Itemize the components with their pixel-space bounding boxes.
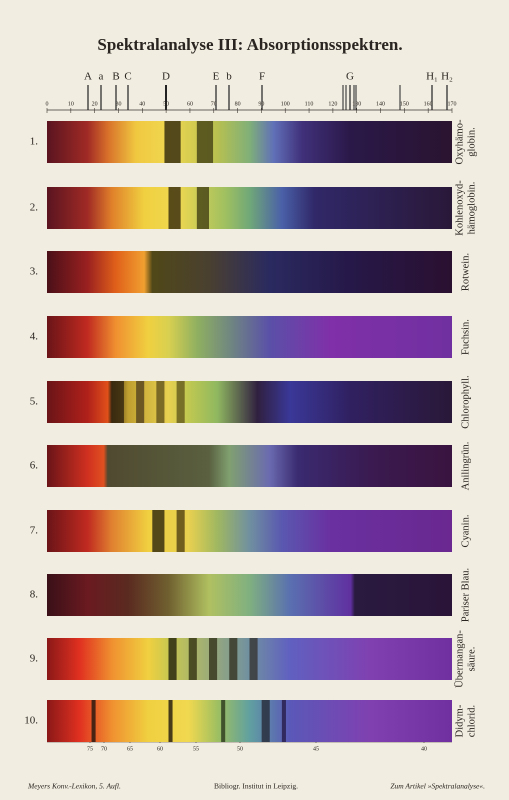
scale-label: 40: [421, 746, 427, 752]
footer-right: Zum Artikel »Spektralanalyse«.: [390, 782, 485, 791]
spectrum: [47, 381, 452, 423]
spectrum-number: 5.: [30, 396, 39, 408]
scale-label: 140: [376, 101, 385, 107]
spectrum: [47, 187, 452, 229]
spectrum-number: 10.: [24, 715, 38, 727]
absorption-band: [164, 121, 181, 163]
spectrum-name: hämoglobin.: [466, 182, 477, 235]
spectrum-name: Kohlenoxyd-: [454, 180, 465, 236]
absorption-band: [156, 381, 165, 423]
scale-label: 0: [46, 101, 49, 107]
spectrum-number: 9.: [30, 653, 39, 665]
fraunhofer-label: H₂: [441, 71, 453, 83]
absorption-band: [196, 187, 209, 229]
fraunhofer-label: H₁: [426, 71, 438, 83]
spectrum-name: Übermangan-: [453, 630, 465, 688]
scale-label: 10: [68, 101, 74, 107]
absorption-band: [168, 638, 177, 680]
spectrum-number: 4.: [30, 331, 39, 343]
fraunhofer-label: F: [259, 71, 265, 83]
spectrum-name: chlorid.: [466, 705, 477, 737]
absorption-band: [229, 638, 238, 680]
spectrum-number: 1.: [30, 136, 39, 148]
scale-label: 60: [157, 746, 163, 752]
spectrum: [47, 510, 452, 552]
scale-label: 160: [424, 101, 433, 107]
absorption-band: [261, 700, 270, 742]
fraunhofer-label: A: [84, 71, 92, 83]
scale-label: 130: [352, 101, 361, 107]
absorption-band: [168, 700, 173, 742]
scale-label: 60: [187, 101, 193, 107]
spectrum: [47, 700, 452, 742]
spectrum: [47, 574, 452, 616]
scale-label: 65: [127, 746, 133, 752]
fraunhofer-label: B: [112, 71, 119, 83]
fraunhofer-label: D: [162, 71, 170, 83]
scale-label: 70: [101, 746, 107, 752]
scale-label: 150: [400, 101, 409, 107]
absorption-band: [168, 187, 181, 229]
scale-label: 75: [87, 746, 93, 752]
scale-label: 45: [313, 746, 319, 752]
spectrum: [47, 121, 452, 163]
scale-label: 120: [328, 101, 337, 107]
fraunhofer-label: E: [213, 71, 220, 83]
scale-label: 170: [448, 101, 457, 107]
spectrum-number: 2.: [30, 202, 39, 214]
spectrum-name: Chlorophyll.: [460, 375, 471, 428]
spectrum: [47, 251, 452, 293]
scale-label: 55: [193, 746, 199, 752]
scale-label: 30: [115, 101, 121, 107]
absorption-band: [281, 700, 286, 742]
absorption-band: [91, 700, 96, 742]
scale-label: 50: [237, 746, 243, 752]
spectrum-name: Fuchsin.: [460, 319, 471, 355]
absorption-band: [221, 700, 226, 742]
spectrum-number: 6.: [30, 460, 39, 472]
spectrum-name: Didym-: [454, 704, 465, 737]
spectrum-name: globin.: [466, 127, 477, 156]
spectrum-name: Anilingrün.: [460, 442, 471, 491]
absorption-band: [111, 381, 124, 423]
spectrum-number: 8.: [30, 589, 39, 601]
scale-label: 20: [92, 101, 98, 107]
absorption-band: [152, 510, 165, 552]
spectrum-name: Cyanin.: [460, 515, 471, 548]
absorption-band: [176, 381, 185, 423]
fraunhofer-label: G: [346, 71, 354, 83]
spectrum-number: 7.: [30, 525, 39, 537]
absorption-band: [209, 638, 218, 680]
spectrum-name: Rotwein.: [460, 253, 471, 291]
scale-label: 100: [281, 101, 290, 107]
fraunhofer-label: a: [99, 71, 104, 83]
scale-label: 70: [211, 101, 217, 107]
scale-label: 90: [258, 101, 264, 107]
absorption-band: [249, 638, 258, 680]
fraunhofer-label: C: [124, 71, 131, 83]
absorption-band: [136, 381, 145, 423]
spectrum-number: 3.: [30, 266, 39, 278]
title: Spektralanalyse III: Absorptionsspektren…: [97, 35, 402, 54]
absorption-band: [196, 121, 214, 163]
scale-label: 50: [163, 101, 169, 107]
scale-label: 40: [139, 101, 145, 107]
scale-label: 80: [235, 101, 241, 107]
absorption-band: [188, 638, 197, 680]
fraunhofer-label: b: [226, 71, 232, 83]
footer-center: Bibliogr. Institut in Leipzig.: [214, 782, 298, 791]
spectrum: [47, 445, 452, 487]
absorption-band: [176, 510, 185, 552]
footer-left: Meyers Konv.-Lexikon, 5. Aufl.: [27, 782, 121, 791]
scale-label: 110: [305, 101, 314, 107]
spectrum: [47, 316, 452, 358]
spectrum-name: Oxyhämo-: [454, 119, 465, 164]
spectrum-name: säure.: [466, 647, 477, 672]
spectrum-name: Pariser Blau.: [460, 568, 471, 622]
